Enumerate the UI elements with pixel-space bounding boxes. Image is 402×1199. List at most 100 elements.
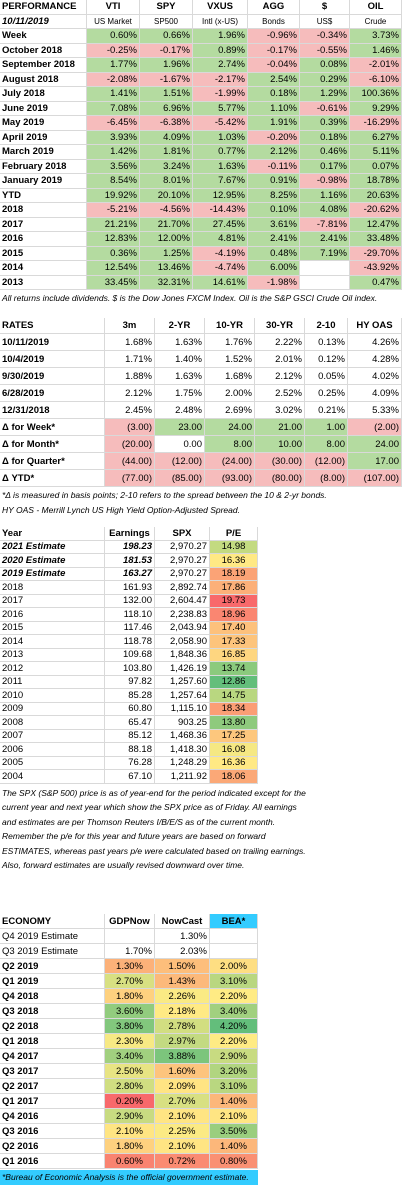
value-cell: 76.28 bbox=[105, 756, 155, 770]
value-cell: 60.80 bbox=[105, 702, 155, 716]
value-cell: 1.96% bbox=[140, 58, 193, 73]
value-cell: 8.01% bbox=[140, 174, 193, 189]
value-cell: 1.00 bbox=[305, 419, 348, 436]
value-cell: 13.74 bbox=[210, 662, 258, 676]
value-cell: (30.00) bbox=[255, 453, 305, 470]
value-cell: (20.00) bbox=[105, 436, 155, 453]
value-cell: 1.75% bbox=[155, 385, 205, 402]
value-cell: 16.85 bbox=[210, 648, 258, 662]
value-cell: -20.62% bbox=[350, 203, 402, 218]
row-label: 2020 Estimate bbox=[0, 554, 105, 568]
value-cell: 1.46% bbox=[350, 43, 402, 58]
row-label: 2007 bbox=[0, 729, 105, 743]
row-label: August 2018 bbox=[0, 72, 87, 87]
value-cell: 4.26% bbox=[348, 334, 402, 351]
row-label: 10/11/2019 bbox=[0, 334, 105, 351]
section-title: PERFORMANCE bbox=[0, 0, 87, 15]
value-cell: -0.96% bbox=[248, 29, 300, 44]
row-label: Q2 2018 bbox=[0, 1019, 105, 1034]
row-label: 2021 Estimate bbox=[0, 540, 105, 554]
row-label: 2009 bbox=[0, 702, 105, 716]
value-cell: 21.21% bbox=[87, 217, 140, 232]
value-cell: 2,970.27 bbox=[155, 554, 210, 568]
row-label: Q3 2016 bbox=[0, 1124, 105, 1139]
column-ticker: SPY bbox=[140, 0, 193, 15]
value-cell: 0.07% bbox=[350, 159, 402, 174]
value-cell: 14.98 bbox=[210, 540, 258, 554]
value-cell: (8.00) bbox=[305, 470, 348, 487]
row-label: 2013 bbox=[0, 275, 87, 290]
value-cell: 12.47% bbox=[350, 217, 402, 232]
row-label: Q4 2017 bbox=[0, 1049, 105, 1064]
value-cell: 14.75 bbox=[210, 689, 258, 703]
value-cell: 0.47% bbox=[350, 275, 402, 290]
value-cell: 3.80% bbox=[105, 1019, 155, 1034]
value-cell: 24.00 bbox=[348, 436, 402, 453]
value-cell: 21.00 bbox=[255, 419, 305, 436]
value-cell: 2.00% bbox=[205, 385, 255, 402]
value-cell: 109.68 bbox=[105, 648, 155, 662]
value-cell: 117.46 bbox=[105, 621, 155, 635]
column-label: US Market bbox=[87, 14, 140, 29]
value-cell: 1.88% bbox=[105, 368, 155, 385]
column-header: 10-YR bbox=[205, 318, 255, 334]
row-label: 2010 bbox=[0, 689, 105, 703]
value-cell: 23.00 bbox=[155, 419, 205, 436]
value-cell: (3.00) bbox=[105, 419, 155, 436]
value-cell: 17.40 bbox=[210, 621, 258, 635]
value-cell: 88.18 bbox=[105, 743, 155, 757]
footnote: All returns include dividends. $ is the … bbox=[2, 293, 378, 303]
value-cell: 0.66% bbox=[140, 29, 193, 44]
value-cell: 2.69% bbox=[205, 402, 255, 419]
row-label: Q1 2017 bbox=[0, 1094, 105, 1109]
value-cell: 24.00 bbox=[205, 419, 255, 436]
value-cell: 0.12% bbox=[305, 351, 348, 368]
value-cell: 1.71% bbox=[105, 351, 155, 368]
value-cell: 2.10% bbox=[105, 1124, 155, 1139]
value-cell: 2.09% bbox=[155, 1079, 210, 1094]
value-cell: 4.81% bbox=[193, 232, 248, 247]
value-cell: 16.36 bbox=[210, 756, 258, 770]
value-cell: 20.10% bbox=[140, 188, 193, 203]
value-cell: 0.08% bbox=[300, 58, 350, 73]
value-cell: (44.00) bbox=[105, 453, 155, 470]
value-cell: 1,211.92 bbox=[155, 770, 210, 784]
value-cell: 0.77% bbox=[193, 145, 248, 160]
value-cell: 1.41% bbox=[87, 87, 140, 102]
value-cell: (24.00) bbox=[205, 453, 255, 470]
value-cell: -6.38% bbox=[140, 116, 193, 131]
value-cell: -0.04% bbox=[248, 58, 300, 73]
row-label: Δ for Month* bbox=[0, 436, 105, 453]
row-label: 9/30/2019 bbox=[0, 368, 105, 385]
value-cell: 4.08% bbox=[300, 203, 350, 218]
value-cell: 2.54% bbox=[248, 72, 300, 87]
value-cell: 181.53 bbox=[105, 554, 155, 568]
value-cell: 19.73 bbox=[210, 594, 258, 608]
row-label: Q1 2019 bbox=[0, 974, 105, 989]
empty-cell bbox=[210, 944, 258, 959]
row-label: Q3 2017 bbox=[0, 1064, 105, 1079]
value-cell: 3.40% bbox=[105, 1049, 155, 1064]
value-cell: 16.08 bbox=[210, 743, 258, 757]
row-label: February 2018 bbox=[0, 159, 87, 174]
row-label: April 2019 bbox=[0, 130, 87, 145]
value-cell: 2.12% bbox=[105, 385, 155, 402]
value-cell: 0.89% bbox=[193, 43, 248, 58]
section-title: RATES bbox=[0, 318, 105, 334]
value-cell: -0.20% bbox=[248, 130, 300, 145]
value-cell: -1.99% bbox=[193, 87, 248, 102]
value-cell: 5.77% bbox=[193, 101, 248, 116]
value-cell: 67.10 bbox=[105, 770, 155, 784]
column-ticker: OIL bbox=[350, 0, 402, 15]
value-cell: 18.78% bbox=[350, 174, 402, 189]
value-cell: 1,848.36 bbox=[155, 648, 210, 662]
value-cell: 27.45% bbox=[193, 217, 248, 232]
column-header: 30-YR bbox=[255, 318, 305, 334]
value-cell: 1.40% bbox=[210, 1139, 258, 1154]
value-cell: -0.17% bbox=[248, 43, 300, 58]
value-cell: 4.28% bbox=[348, 351, 402, 368]
value-cell: 0.80% bbox=[210, 1154, 258, 1169]
value-cell: 4.20% bbox=[210, 1019, 258, 1034]
value-cell: -4.56% bbox=[140, 203, 193, 218]
column-header: 3m bbox=[105, 318, 155, 334]
